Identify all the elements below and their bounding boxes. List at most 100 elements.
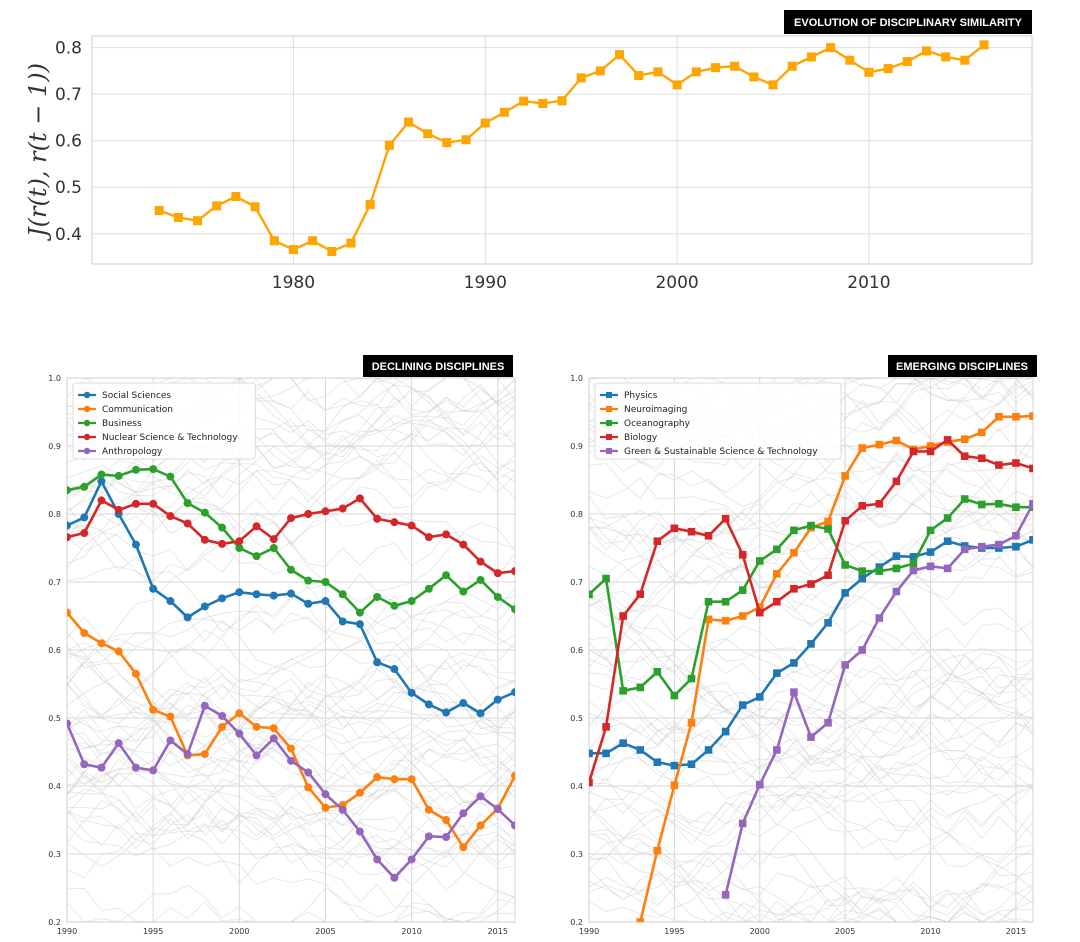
left-x-tick-label: 1995 bbox=[143, 927, 163, 936]
communication-point bbox=[149, 705, 158, 714]
communication-point bbox=[269, 724, 278, 733]
background-discipline-line bbox=[66, 664, 516, 826]
social-sciences-point bbox=[67, 521, 71, 530]
anthropology-point bbox=[442, 833, 451, 841]
right-chart-title: EMERGING DISCIPLINES bbox=[896, 361, 1028, 373]
right-x-tick-labels: 1990 1995 2000 2005 2010 2015 bbox=[579, 927, 1026, 936]
right-y-tick-label: 0.6 bbox=[570, 646, 583, 655]
green-sustainable-science-technology-point bbox=[721, 891, 730, 899]
top-y-tick-label: 0.6 bbox=[55, 132, 82, 152]
anthropology-point bbox=[97, 763, 106, 772]
business-point bbox=[80, 482, 89, 491]
social-sciences-point bbox=[252, 590, 261, 599]
oceanography-point bbox=[687, 674, 696, 683]
communication-point bbox=[166, 712, 175, 721]
left-x-tick-labels: 1990 1995 2000 2005 2010 2015 bbox=[57, 927, 508, 936]
physics-point bbox=[824, 619, 832, 627]
background-discipline-line bbox=[588, 720, 1034, 833]
background-discipline-line bbox=[588, 527, 1034, 719]
neuroimaging-point bbox=[977, 428, 986, 437]
background-discipline-line bbox=[588, 593, 1034, 740]
anthropology-point bbox=[149, 766, 158, 775]
top-y-axis-label: J(r(t), r(t − 1)) bbox=[24, 63, 52, 242]
background-discipline-line bbox=[66, 609, 516, 722]
background-discipline-line bbox=[588, 566, 1034, 656]
communication-point bbox=[304, 783, 313, 792]
anthropology-legend-marker bbox=[83, 447, 91, 455]
neuroimaging-point bbox=[1012, 412, 1020, 421]
top-data-point bbox=[250, 202, 260, 212]
biology-point bbox=[807, 580, 815, 588]
top-x-tick-label: 1980 bbox=[272, 273, 315, 293]
physics-point bbox=[721, 727, 730, 736]
anthropology-point bbox=[252, 751, 261, 760]
background-discipline-line bbox=[66, 379, 516, 512]
background-discipline-line bbox=[588, 850, 1034, 923]
biology-point bbox=[721, 514, 730, 523]
right-title-badge bbox=[888, 355, 1037, 377]
nuclear-science-technology-point bbox=[407, 521, 416, 530]
green-sustainable-science-technology-point bbox=[755, 780, 764, 789]
oceanography-point bbox=[824, 525, 832, 533]
social-sciences-point bbox=[390, 665, 399, 674]
declining-chart: 1990 1995 2000 2005 2010 2015 0.2 0.3 0.4 0.5 0.6… bbox=[48, 355, 516, 936]
background-discipline-line bbox=[588, 555, 1034, 615]
top-data-point bbox=[499, 107, 509, 117]
nuclear-science-technology-legend-marker bbox=[83, 433, 91, 441]
left-y-tick-label: 0.6 bbox=[48, 646, 61, 655]
background-discipline-line bbox=[66, 639, 516, 710]
biology-point bbox=[824, 571, 832, 579]
nuclear-science-technology-point bbox=[269, 535, 278, 544]
right-y-tick-label: 0.7 bbox=[570, 578, 583, 587]
top-data-point bbox=[710, 63, 720, 73]
top-data-point bbox=[269, 236, 279, 246]
nuclear-science-technology-point bbox=[511, 567, 515, 576]
social-sciences-point bbox=[476, 709, 485, 718]
background-discipline-line bbox=[588, 445, 1034, 541]
business-point bbox=[269, 544, 278, 552]
business-point bbox=[304, 576, 313, 585]
background-discipline-line bbox=[66, 686, 516, 735]
background-discipline-line bbox=[66, 587, 516, 764]
right-x-tick-label: 1990 bbox=[579, 927, 599, 936]
physics-point bbox=[943, 537, 952, 545]
top-data-point bbox=[806, 52, 816, 62]
background-discipline-line bbox=[588, 698, 1034, 790]
background-discipline-line bbox=[588, 460, 1034, 555]
background-discipline-line bbox=[66, 435, 516, 552]
physics-point bbox=[670, 761, 679, 770]
left-y-tick-label: 0.3 bbox=[48, 850, 61, 859]
green-sustainable-science-technology-point bbox=[943, 564, 952, 573]
background-discipline-line bbox=[66, 755, 516, 820]
anthropology-point bbox=[183, 750, 192, 759]
business-point bbox=[407, 597, 416, 606]
green-sustainable-science-technology-point bbox=[773, 746, 781, 754]
background-discipline-line bbox=[66, 678, 516, 788]
background-discipline-line bbox=[588, 734, 1034, 834]
top-chart-title: EVOLUTION OF DISCIPLINARY SIMILARITY bbox=[794, 17, 1023, 29]
communication-point bbox=[511, 771, 515, 780]
green-sustainable-science-technology-point bbox=[892, 587, 901, 596]
green-sustainable-science-technology-point bbox=[909, 566, 918, 575]
social-sciences-point bbox=[511, 688, 515, 697]
right-y-tick-label: 0.3 bbox=[570, 850, 583, 859]
nuclear-science-technology-point bbox=[114, 505, 123, 514]
left-legend-box bbox=[72, 382, 256, 460]
background-discipline-line bbox=[66, 512, 516, 622]
business-point bbox=[166, 472, 175, 481]
biology-point bbox=[755, 608, 764, 617]
anthropology-point bbox=[407, 855, 416, 864]
top-data-point bbox=[365, 199, 375, 209]
background-discipline-line bbox=[588, 738, 1034, 800]
nuclear-science-technology-point bbox=[235, 537, 244, 546]
anthropology-point bbox=[200, 701, 209, 710]
biology-point bbox=[960, 452, 969, 460]
physics-point bbox=[653, 758, 662, 766]
communication-point bbox=[459, 843, 468, 852]
oceanography-legend-marker bbox=[606, 420, 612, 426]
oceanography-point bbox=[773, 545, 781, 554]
neuroimaging-point bbox=[875, 440, 884, 449]
top-data-point bbox=[480, 118, 490, 128]
background-discipline-line bbox=[588, 710, 1034, 782]
oceanography-point bbox=[995, 500, 1003, 508]
